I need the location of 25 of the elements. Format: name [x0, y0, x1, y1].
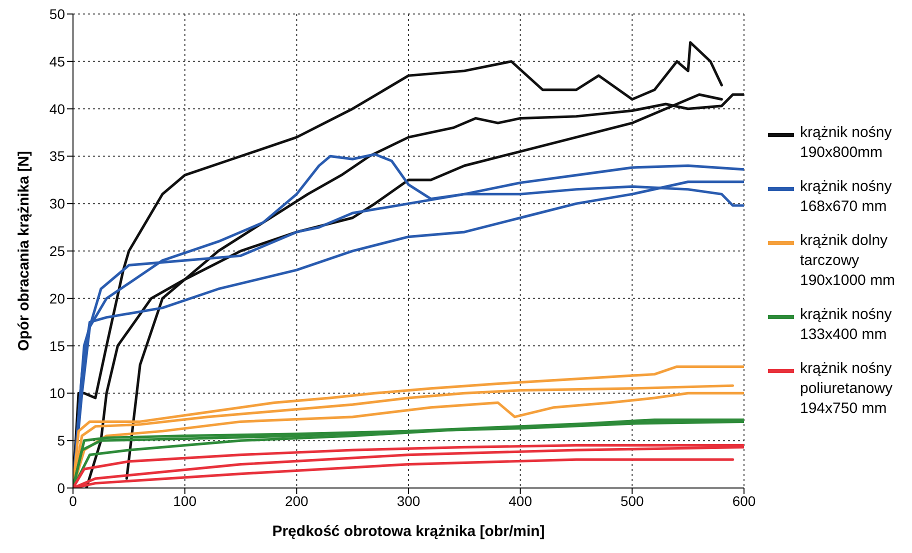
- legend-label: krążnik dolny tarczowy 190x1000 mm: [800, 231, 896, 291]
- y-axis-title: Opór obracania krążnika [N]: [15, 150, 32, 352]
- legend-label: krążnik nośny 168x670 mm: [800, 177, 892, 217]
- y-tick-label: 35: [49, 148, 66, 164]
- legend-label: krążnik nośny 190x800mm: [800, 123, 892, 163]
- y-tick-label: 5: [57, 432, 66, 449]
- legend-label: krążnik nośny 133x400 mm: [800, 305, 892, 345]
- legend-label: krążnik nośny poliuretanowy 194x750 mm: [800, 359, 893, 419]
- y-tick-label: 50: [49, 6, 66, 22]
- x-axis-title: Prędkość obrotowa krążnika [obr/min]: [272, 523, 545, 540]
- x-tick-label: 400: [508, 492, 532, 509]
- y-tick-label: 40: [49, 100, 66, 117]
- x-tick-label: 300: [396, 492, 420, 509]
- y-tick-label: 15: [49, 338, 66, 354]
- y-tick-label: 10: [49, 385, 66, 402]
- y-tick-label: 45: [49, 53, 66, 70]
- x-tick-label: 500: [620, 492, 644, 509]
- y-tick-label: 0: [57, 480, 66, 496]
- x-tick-label: 0: [69, 492, 78, 509]
- x-tick-label: 600: [732, 492, 756, 509]
- x-tick-label: 200: [284, 492, 309, 509]
- y-tick-label: 25: [49, 242, 66, 259]
- y-tick-label: 30: [49, 196, 66, 212]
- x-tick-label: 100: [173, 492, 197, 509]
- y-tick-label: 20: [49, 290, 66, 306]
